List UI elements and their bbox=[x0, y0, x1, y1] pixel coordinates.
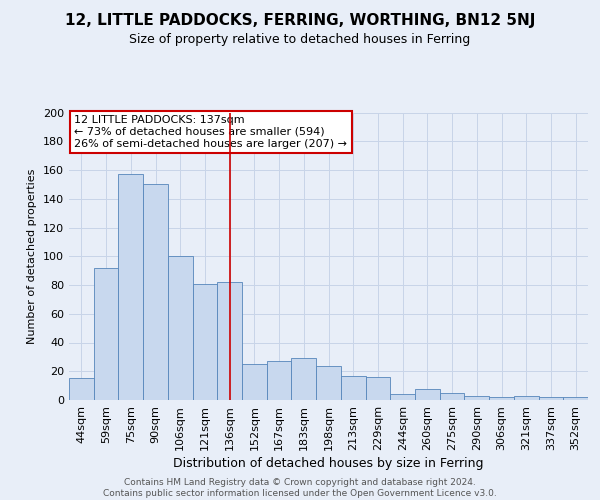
Bar bbox=[242, 364, 267, 400]
Text: 12 LITTLE PADDOCKS: 137sqm
← 73% of detached houses are smaller (594)
26% of sem: 12 LITTLE PADDOCKS: 137sqm ← 73% of deta… bbox=[74, 116, 347, 148]
Bar bbox=[69, 378, 94, 400]
Bar bbox=[489, 397, 514, 400]
Bar bbox=[94, 268, 118, 400]
Bar bbox=[267, 361, 292, 400]
Bar bbox=[118, 174, 143, 400]
Bar bbox=[143, 184, 168, 400]
Bar bbox=[390, 394, 415, 400]
Bar bbox=[341, 376, 365, 400]
Text: Contains HM Land Registry data © Crown copyright and database right 2024.
Contai: Contains HM Land Registry data © Crown c… bbox=[103, 478, 497, 498]
Bar bbox=[217, 282, 242, 400]
X-axis label: Distribution of detached houses by size in Ferring: Distribution of detached houses by size … bbox=[173, 457, 484, 470]
Bar bbox=[365, 377, 390, 400]
Bar bbox=[415, 388, 440, 400]
Bar bbox=[514, 396, 539, 400]
Bar bbox=[316, 366, 341, 400]
Bar bbox=[563, 397, 588, 400]
Y-axis label: Number of detached properties: Number of detached properties bbox=[28, 168, 37, 344]
Text: 12, LITTLE PADDOCKS, FERRING, WORTHING, BN12 5NJ: 12, LITTLE PADDOCKS, FERRING, WORTHING, … bbox=[65, 12, 535, 28]
Bar bbox=[168, 256, 193, 400]
Bar bbox=[539, 397, 563, 400]
Bar bbox=[440, 393, 464, 400]
Bar bbox=[292, 358, 316, 400]
Text: Size of property relative to detached houses in Ferring: Size of property relative to detached ho… bbox=[130, 32, 470, 46]
Bar bbox=[464, 396, 489, 400]
Bar bbox=[193, 284, 217, 400]
